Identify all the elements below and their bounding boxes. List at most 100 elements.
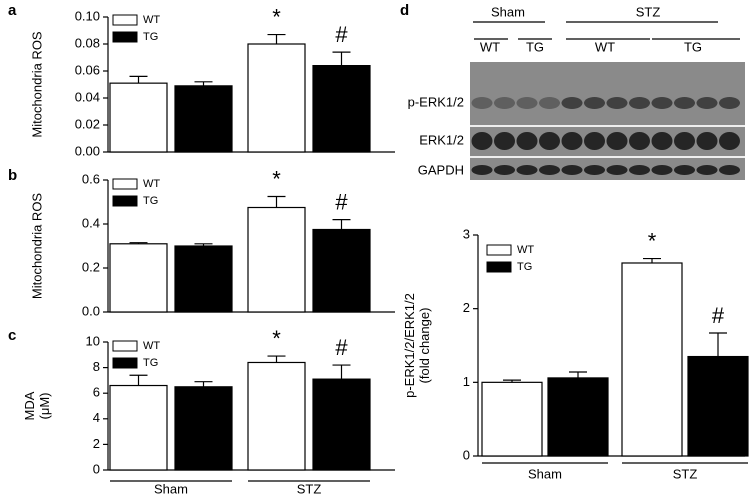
- blot-band: [719, 132, 740, 150]
- blot-band: [606, 165, 628, 175]
- blot-band: [494, 165, 515, 175]
- legend-swatch: [112, 340, 138, 352]
- blot-band: [584, 97, 605, 109]
- legend-label: WT: [143, 14, 160, 26]
- legend-label: TG: [143, 195, 158, 207]
- annotation: *: [648, 228, 657, 253]
- bar: [312, 378, 371, 471]
- legend-label: WT: [517, 244, 534, 256]
- blot-band: [674, 165, 695, 175]
- y-tick-label: 0.04: [75, 89, 100, 104]
- y-tick-label: 1: [463, 374, 470, 389]
- annotation: #: [335, 335, 348, 360]
- blot-band: [606, 97, 628, 109]
- y-tick-label: 0: [463, 447, 470, 462]
- bar: [312, 228, 371, 313]
- bar: [247, 206, 306, 313]
- y-tick-label: 0.08: [75, 35, 100, 50]
- blot-band: [696, 132, 718, 150]
- y-tick-label: 0.0: [82, 303, 100, 318]
- y-axis-label: Mitochondria ROS: [29, 31, 44, 138]
- bar: [687, 355, 749, 457]
- x-tick-label: Sham: [154, 481, 188, 494]
- y-tick-label: 6: [93, 385, 100, 400]
- blot-band: [561, 132, 583, 150]
- blot-band: [494, 97, 515, 109]
- blot-band: [516, 132, 538, 150]
- bar: [247, 361, 306, 471]
- y-tick-label: 3: [463, 226, 470, 241]
- x-tick-label: STZ: [297, 481, 322, 494]
- bar: [109, 384, 168, 471]
- blot-band: [651, 132, 673, 150]
- annotation: #: [335, 189, 348, 214]
- bar: [547, 377, 609, 457]
- bar: [481, 381, 543, 457]
- western-blot: [470, 62, 745, 180]
- legend-swatch: [112, 357, 138, 369]
- legend-swatch: [112, 14, 138, 26]
- blot-band: [696, 97, 718, 109]
- bar: [174, 245, 233, 313]
- blot-subgroup-label: WT: [480, 39, 500, 54]
- blot-band: [494, 132, 515, 150]
- blot-band: [471, 132, 493, 150]
- blot-subgroup-label: WT: [595, 39, 615, 54]
- legend-label: TG: [517, 261, 532, 273]
- annotation: *: [272, 326, 281, 351]
- blot-band: [539, 132, 560, 150]
- panel-label: d: [400, 2, 409, 19]
- bar: [621, 262, 683, 457]
- blot-band: [651, 97, 673, 109]
- blot-band: [696, 165, 718, 175]
- annotation: *: [272, 4, 281, 29]
- y-tick-label: 2: [93, 436, 100, 451]
- blot-group-label: STZ: [636, 4, 661, 19]
- y-axis-label: Mitochondria ROS: [29, 193, 44, 300]
- annotation: #: [335, 22, 348, 47]
- y-axis-label: (μM): [37, 393, 52, 420]
- blot-band: [629, 132, 650, 150]
- annotation: *: [272, 166, 281, 191]
- y-tick-label: 0.00: [75, 143, 100, 158]
- bar: [174, 85, 233, 153]
- y-axis-label: MDA: [22, 391, 37, 420]
- blot-band: [606, 132, 628, 150]
- y-tick-label: 4: [93, 410, 100, 425]
- bar: [247, 43, 306, 153]
- blot-band: [561, 97, 583, 109]
- blot-band: [471, 97, 493, 109]
- y-tick-label: 8: [93, 359, 100, 374]
- x-tick-label: STZ: [673, 466, 698, 481]
- y-tick-label: 0.4: [82, 215, 100, 230]
- blot-band: [651, 165, 673, 175]
- blot-band: [584, 165, 605, 175]
- legend-label: TG: [143, 357, 158, 369]
- legend-swatch: [112, 31, 138, 43]
- bar: [109, 243, 168, 313]
- blot-band: [516, 165, 538, 175]
- y-axis-label: (fold change): [417, 308, 432, 384]
- blot-group-label: Sham: [491, 4, 525, 19]
- legend-swatch: [112, 195, 138, 207]
- x-tick-label: Sham: [528, 466, 562, 481]
- bar: [174, 386, 233, 471]
- y-tick-label: 0.2: [82, 259, 100, 274]
- y-tick-label: 10: [86, 333, 100, 348]
- blot-band: [674, 132, 695, 150]
- blot-band: [719, 165, 740, 175]
- blot-row-label: ERK1/2: [419, 132, 464, 147]
- legend-swatch: [112, 178, 138, 190]
- legend-label: TG: [143, 31, 158, 43]
- legend-swatch: [486, 244, 512, 256]
- panel-label: a: [8, 2, 17, 19]
- annotation: #: [712, 303, 725, 328]
- blot-band: [561, 165, 583, 175]
- blot-band: [674, 97, 695, 109]
- y-tick-label: 2: [463, 300, 470, 315]
- blot-band: [471, 165, 493, 175]
- legend-swatch: [486, 261, 512, 273]
- blot-row-label: GAPDH: [418, 162, 464, 177]
- blot-subgroup-label: TG: [684, 39, 702, 54]
